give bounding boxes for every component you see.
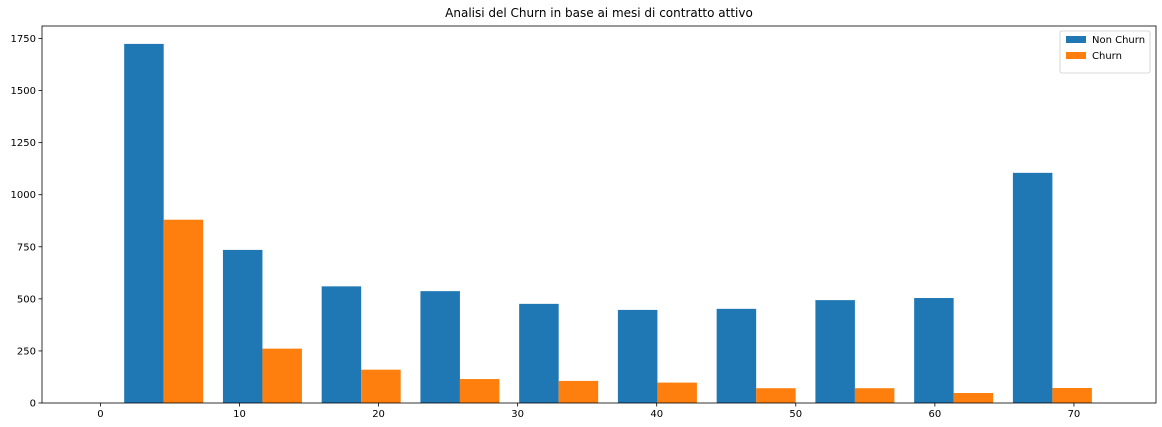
y-tick-label: 1500 [11, 86, 36, 97]
x-tick-label: 40 [650, 409, 663, 420]
bar-churn-6 [756, 388, 796, 403]
bar-non-churn-4 [519, 303, 559, 403]
x-tick-label: 0 [97, 409, 103, 420]
legend-swatch [1066, 36, 1086, 43]
bar-non-churn-0 [124, 43, 164, 403]
plot-area: 0 10 20 30 40 50 60 70 0 250 500 750 1000 1250 1500 17… [11, 25, 1157, 420]
y-axis: 0 250 500 750 1000 1250 1500 1750 [11, 34, 42, 410]
bar-churn-5 [657, 382, 697, 403]
bar-non-churn-5 [617, 309, 658, 403]
y-tick-label: 1250 [11, 138, 36, 149]
bar-churn-1 [262, 348, 302, 403]
x-tick-label: 60 [929, 409, 942, 420]
bar-churn-8 [953, 393, 994, 403]
bar-non-churn-2 [321, 286, 362, 403]
bar-non-churn-6 [716, 308, 757, 403]
bar-non-churn-3 [420, 291, 460, 403]
legend-swatch [1066, 52, 1086, 59]
y-tick-label: 0 [30, 399, 36, 410]
bars-group [124, 43, 1092, 403]
bar-non-churn-8 [914, 298, 954, 403]
x-tick-label: 20 [372, 409, 385, 420]
x-tick-label: 50 [789, 409, 802, 420]
bar-non-churn-1 [222, 249, 263, 403]
bar-churn-0 [163, 219, 204, 403]
bar-churn-3 [459, 379, 500, 403]
bar-non-churn-7 [815, 300, 855, 403]
legend: Non Churn Churn [1059, 30, 1151, 74]
legend-label: Churn [1092, 51, 1122, 62]
y-tick-label: 250 [17, 346, 36, 357]
x-tick-label: 10 [233, 409, 246, 420]
legend-label: Non Churn [1092, 35, 1145, 46]
chart-title: Analisi del Churn in base ai mesi di con… [445, 6, 753, 20]
y-tick-label: 1750 [11, 34, 36, 45]
y-tick-label: 1000 [11, 190, 36, 201]
bar-churn-4 [558, 380, 599, 403]
x-axis: 0 10 20 30 40 50 60 70 [97, 403, 1080, 420]
axes-frame [41, 25, 1157, 404]
bar-churn-9 [1052, 388, 1092, 403]
y-tick-label: 500 [17, 294, 36, 305]
bar-churn-2 [361, 369, 401, 403]
bar-non-churn-9 [1012, 172, 1053, 403]
x-tick-label: 30 [511, 409, 524, 420]
x-tick-label: 70 [1068, 409, 1081, 420]
bar-churn-7 [854, 388, 895, 403]
y-tick-label: 750 [17, 242, 36, 253]
